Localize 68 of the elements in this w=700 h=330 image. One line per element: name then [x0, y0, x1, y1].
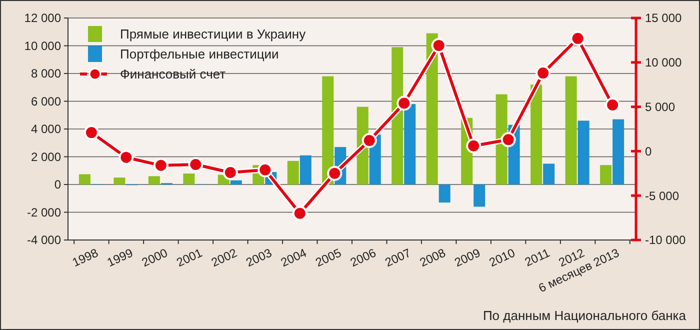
x-tick-label: 1998: [70, 246, 101, 270]
y-tick-label: 6 000: [30, 94, 62, 108]
point: [536, 66, 551, 81]
x-tick-label: 2004: [278, 246, 309, 270]
y2-tick-label: 15 000: [645, 11, 682, 26]
bar: [230, 180, 242, 184]
x-tick-label: 2007: [382, 246, 414, 270]
point: [292, 206, 308, 221]
y2-tick-label: -5 000: [645, 188, 680, 203]
bar: [565, 76, 577, 184]
point: [466, 138, 482, 154]
bar: [392, 47, 404, 184]
bar: [496, 94, 508, 184]
y-tick-label: 2 000: [30, 150, 62, 164]
x-tick-label: 2005: [313, 246, 344, 270]
y-tick-label: -2 000: [26, 205, 62, 220]
bar: [183, 174, 195, 184]
y2-tick-label: 0: [645, 144, 652, 158]
point: [118, 150, 134, 165]
y-tick-label: 12 000: [24, 11, 62, 26]
point: [258, 162, 273, 178]
bar: [530, 84, 542, 184]
x-tick-label: 2008: [418, 246, 448, 270]
text: По данным Национального банка: [482, 308, 687, 323]
x-tick-label: 2002: [209, 246, 240, 270]
y-tick-label: -4 000: [26, 233, 62, 248]
x-tick-label: 2000: [140, 246, 170, 270]
bar: [78, 174, 90, 184]
bar: [600, 165, 612, 184]
y-tick-label: 4 000: [30, 122, 62, 136]
bar: [300, 155, 312, 184]
point: [431, 38, 446, 54]
point: [396, 96, 412, 111]
bar: [148, 176, 160, 184]
bar: [474, 184, 486, 207]
y-tick-label: 0: [54, 178, 62, 192]
y-tick-label: 10 000: [24, 38, 62, 53]
point: [570, 30, 586, 46]
point: [362, 133, 377, 148]
bar: [404, 104, 416, 184]
point: [605, 98, 620, 113]
point: [188, 157, 204, 172]
legend-label: Портфельные инвестиции: [120, 46, 279, 62]
y2-tick-label: 5 000: [645, 100, 676, 114]
y2-tick-label: -10 000: [645, 233, 686, 248]
bar: [426, 33, 438, 184]
y2-tick-label: 10 000: [645, 56, 682, 70]
x-tick-label: 2001: [174, 246, 205, 270]
x-tick-label: 2006: [348, 246, 378, 270]
x-tick-label: 2011: [522, 246, 552, 270]
bar: [543, 164, 555, 184]
bar: [322, 76, 334, 184]
point: [500, 132, 516, 148]
bar: [578, 120, 590, 184]
x-tick-label: 2009: [452, 246, 483, 270]
point: [327, 166, 342, 181]
point: [84, 125, 99, 140]
x-tick-label: 1999: [104, 246, 136, 270]
x-tick-label: 2010: [487, 246, 518, 270]
legend-label: Прямые инвестиции в Украину: [120, 26, 306, 42]
point: [222, 165, 238, 180]
x-tick-label: 2003: [244, 246, 274, 270]
bar: [438, 184, 450, 203]
bar: [287, 160, 299, 184]
point: [153, 158, 168, 173]
bar: [612, 119, 624, 184]
y-tick-label: 8 000: [30, 66, 62, 81]
bar: [114, 178, 126, 184]
